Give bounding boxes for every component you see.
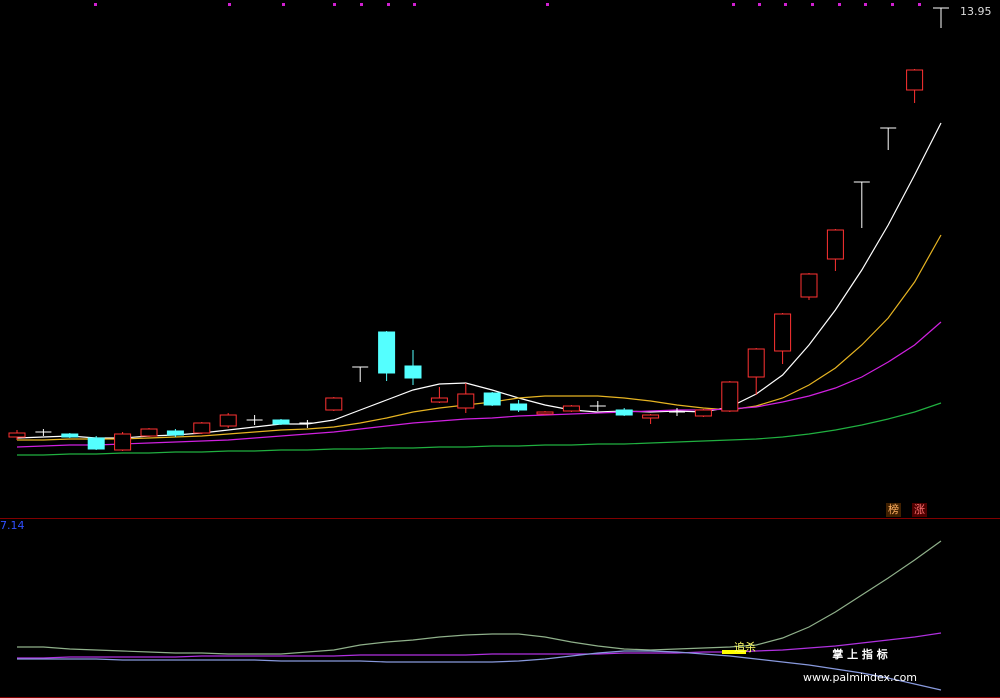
signal-label: 追杀 xyxy=(734,640,756,654)
candle-body xyxy=(166,430,184,436)
candle-body xyxy=(536,411,554,415)
candle-body xyxy=(325,397,343,411)
candle-body xyxy=(378,331,396,374)
candle-body xyxy=(219,414,237,427)
watermark-url: www.palmindex.com xyxy=(803,671,917,684)
indicator-line xyxy=(17,632,942,659)
candle-body xyxy=(61,433,79,438)
candle-body xyxy=(193,422,211,434)
candle-body xyxy=(906,69,924,91)
candle-body xyxy=(510,403,528,411)
high-label: 13.95 xyxy=(960,5,992,18)
candle-body xyxy=(483,392,501,406)
candle-body xyxy=(140,428,158,437)
candle-body xyxy=(774,313,792,352)
candle-body xyxy=(747,348,765,378)
indicator-line xyxy=(17,650,942,691)
indicator-line xyxy=(17,234,942,441)
candle-body xyxy=(615,409,633,416)
candle-body xyxy=(826,229,844,260)
signal-bar xyxy=(722,650,746,654)
candle-body xyxy=(114,433,132,451)
candle-body xyxy=(457,393,475,409)
candle-body xyxy=(272,419,290,425)
badge: 涨 xyxy=(914,503,925,516)
candle-body xyxy=(404,365,422,379)
top-dots xyxy=(94,3,921,6)
badge-bg xyxy=(886,503,901,517)
candle-body xyxy=(721,381,739,412)
indicator-line xyxy=(17,540,942,655)
candle-body xyxy=(694,409,712,417)
badge: 榜 xyxy=(888,502,899,516)
candle-body xyxy=(430,397,448,403)
indicator-top-label: 7.14 xyxy=(0,519,25,532)
candle-body xyxy=(642,414,660,419)
indicator-line xyxy=(17,402,942,456)
indicator-line xyxy=(16,321,942,448)
candle-body xyxy=(800,273,818,298)
candle-body xyxy=(562,405,580,412)
candle-body xyxy=(87,437,105,450)
badge-bg xyxy=(912,503,927,517)
plot xyxy=(8,7,949,691)
watermark-title: 掌 上 指 标 xyxy=(832,647,888,661)
candle-body xyxy=(8,432,26,438)
